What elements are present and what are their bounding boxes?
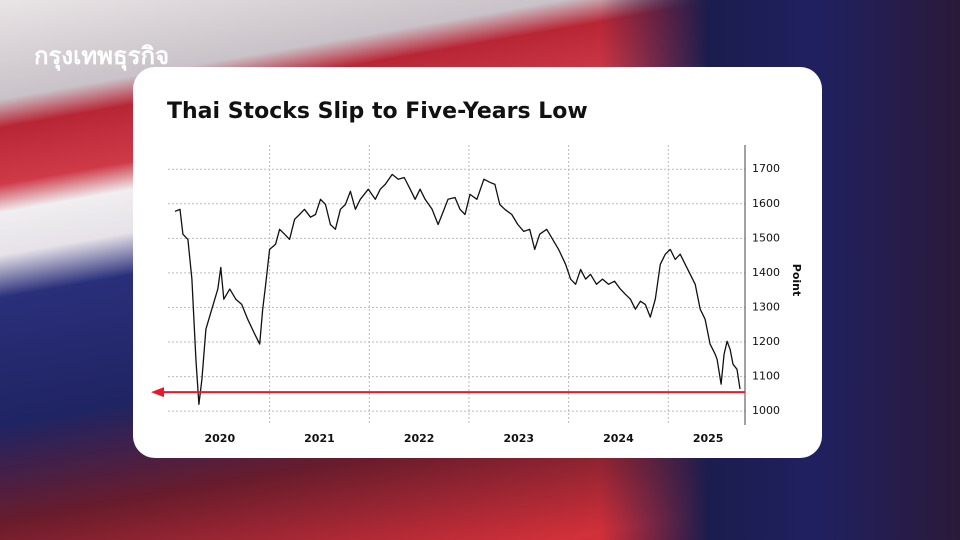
y-tick-label: 1200 [752,335,780,348]
y-tick-label: 1100 [752,370,780,383]
x-tick-label: 2023 [503,432,534,445]
y-tick-label: 1600 [752,197,780,210]
brand: กรุงเทพธุรกิจ [34,42,170,70]
x-tick-label: 2020 [205,432,236,445]
reference-arrow [151,387,164,398]
y-tick-label: 1000 [752,404,780,417]
y-tick-label: 1400 [752,266,780,279]
x-tick-label: 2025 [693,432,724,445]
y-axis-label: Point [790,264,803,296]
x-tick-label: 2024 [603,432,634,445]
x-tick-label: 2021 [304,432,335,445]
chart-title: Thai Stocks Slip to Five-Years Low [167,99,588,124]
line [174,173,741,405]
y-tick-label: 1500 [752,231,780,244]
x-tick-label: 2022 [404,432,435,445]
y-tick-label: 1300 [752,300,780,313]
y-tick-label: 1700 [752,162,780,175]
